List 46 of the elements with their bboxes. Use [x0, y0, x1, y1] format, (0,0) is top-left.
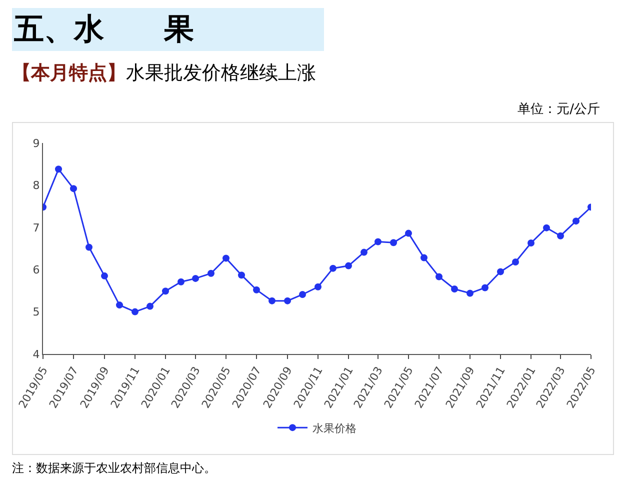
point [253, 286, 260, 294]
point [238, 272, 245, 279]
point [116, 302, 123, 309]
point [314, 283, 322, 290]
point [512, 258, 519, 266]
point [543, 224, 550, 232]
point [268, 297, 276, 304]
point [528, 240, 534, 247]
legend-label: 水果价格 [312, 422, 356, 435]
point [436, 273, 442, 280]
point [146, 302, 154, 310]
y-tick-label: 9 [32, 136, 40, 150]
point [86, 244, 92, 251]
point [360, 248, 368, 256]
point [420, 254, 428, 262]
point [405, 230, 412, 237]
point [557, 232, 564, 240]
chart-title: 五、水 果 [12, 8, 324, 51]
point [451, 286, 458, 293]
point [482, 284, 488, 292]
point [132, 308, 138, 316]
y-tick-label: 4 [32, 348, 40, 361]
point [192, 274, 199, 282]
point [390, 239, 397, 246]
point [70, 185, 77, 192]
point [466, 290, 474, 297]
text: 注：数据来源于农业农村部信息中心。 [12, 460, 216, 477]
y-tick-label: 7 [32, 221, 40, 234]
point [497, 268, 504, 276]
text: 单位：元/公斤 [518, 101, 600, 118]
point [101, 272, 108, 280]
point [178, 278, 184, 286]
point [55, 166, 62, 173]
point [162, 288, 169, 295]
y-tick-label: 5 [32, 306, 40, 319]
y-tick-label: 6 [32, 263, 40, 276]
point [572, 218, 580, 225]
point [284, 297, 291, 304]
y-tick-label: 8 [32, 179, 40, 192]
point [222, 254, 230, 262]
point [330, 264, 336, 272]
point [208, 270, 214, 277]
point [345, 262, 352, 270]
point [374, 238, 382, 246]
chart-subtitle: 【本月特点】水果批发价格继续上涨 [12, 61, 316, 86]
point [299, 291, 306, 298]
